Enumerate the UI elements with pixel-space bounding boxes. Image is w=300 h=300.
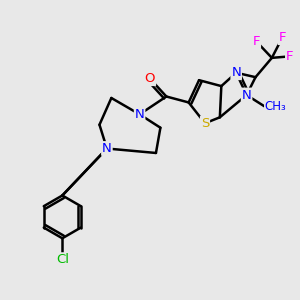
Text: Cl: Cl [56, 253, 69, 266]
Text: S: S [201, 117, 209, 130]
Text: F: F [286, 50, 293, 63]
Text: N: N [102, 142, 112, 155]
Text: F: F [253, 35, 260, 48]
Text: N: N [242, 88, 251, 101]
Text: O: O [145, 72, 155, 85]
Text: F: F [278, 31, 286, 44]
Text: N: N [135, 108, 145, 121]
Text: N: N [231, 66, 241, 79]
Text: CH₃: CH₃ [265, 100, 286, 113]
